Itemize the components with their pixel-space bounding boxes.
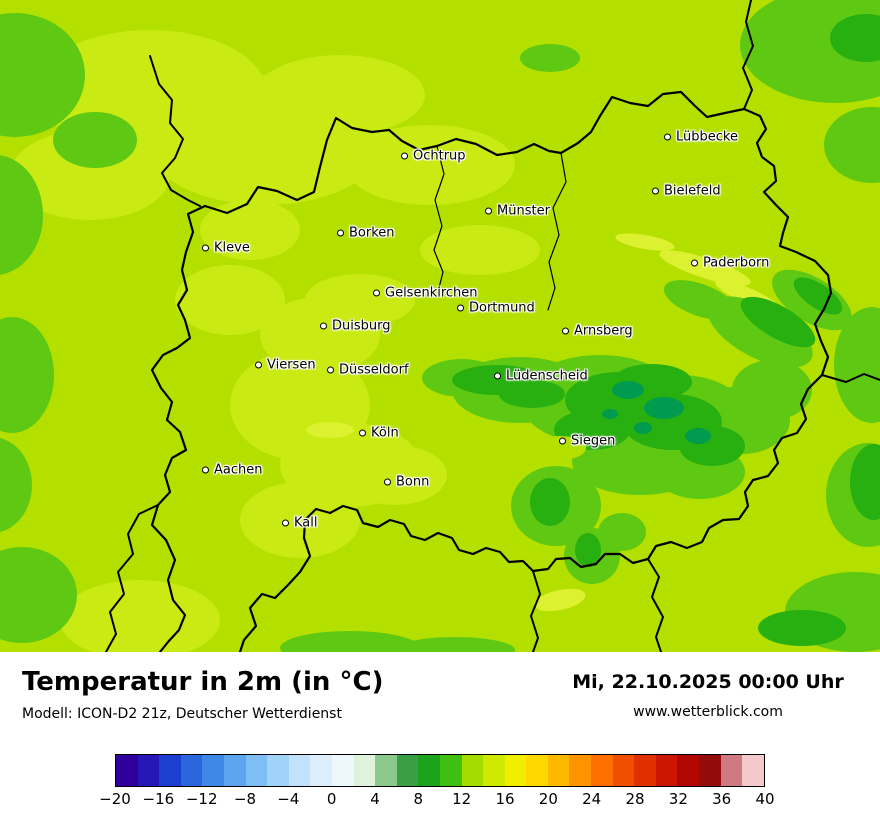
scale-color-segment: [677, 755, 700, 786]
scale-color-segment: [116, 755, 138, 786]
scale-tick-label: −8: [233, 790, 257, 808]
website-text: www.wetterblick.com: [633, 704, 783, 720]
scale-color-segment: [331, 755, 354, 786]
scale-color-segment: [267, 755, 289, 786]
scale-tick-label: 32: [668, 790, 688, 808]
scale-color-segment: [461, 755, 484, 786]
scale-segments: [115, 754, 765, 787]
scale-color-segment: [526, 755, 548, 786]
scale-tick-label: −20: [99, 790, 131, 808]
scale-tick-label: −16: [142, 790, 175, 808]
scale-color-segment: [439, 755, 462, 786]
scale-color-segment: [569, 755, 592, 786]
scale-tick-label: 12: [452, 790, 472, 808]
footer-header: Temperatur in 2m (in °C) Modell: ICON-D2…: [0, 652, 880, 722]
scale-color-segment: [353, 755, 376, 786]
scale-color-segment: [375, 755, 397, 786]
temperature-map: Lübbecke Ochtrup Bielefeld Münster Borken Kle…: [0, 0, 880, 652]
scale-color-segment: [245, 755, 268, 786]
scale-color-segment: [612, 755, 635, 786]
scale-color-segment: [288, 755, 311, 786]
scale-color-segment: [137, 755, 160, 786]
scale-color-segment: [223, 755, 246, 786]
state-borders: [105, 0, 880, 652]
scale-tick-label: 16: [495, 790, 515, 808]
forecast-datetime: Mi, 22.10.2025 00:00 Uhr: [572, 671, 844, 693]
map-highlight-streaks: [306, 233, 782, 612]
scale-color-segment: [742, 755, 764, 786]
scale-tick-label: 0: [326, 790, 337, 808]
scale-color-segment: [634, 755, 656, 786]
scale-tick-label: −12: [185, 790, 218, 808]
scale-tick-label: 28: [625, 790, 645, 808]
map-light-patches: [10, 30, 540, 652]
scale-color-segment: [547, 755, 570, 786]
temperature-scale: −20 −16 −12 −8 −4 0 4 8 12 16 20 24 28 32 36 40: [99, 754, 775, 814]
scale-tick-label: 36: [712, 790, 732, 808]
scale-color-segment: [180, 755, 203, 786]
scale-color-segment: [310, 755, 332, 786]
scale-color-segment: [655, 755, 678, 786]
footer-left: Temperatur in 2m (in °C) Modell: ICON-D2…: [22, 668, 558, 722]
map-title: Temperatur in 2m (in °C): [22, 667, 384, 697]
scale-tick-label: 8: [413, 790, 424, 808]
scale-color-segment: [720, 755, 743, 786]
footer-panel: Temperatur in 2m (in °C) Modell: ICON-D2…: [0, 652, 880, 830]
model-info: Modell: ICON-D2 21z, Deutscher Wetterdie…: [22, 705, 342, 722]
footer-right: Mi, 22.10.2025 00:00 Uhr www.wetterblick…: [558, 668, 858, 720]
temperature-map-svg: [0, 0, 880, 652]
scale-tick-label: 4: [370, 790, 380, 808]
scale-color-segment: [418, 755, 440, 786]
scale-tick-label: −4: [277, 790, 300, 808]
scale-color-segment: [202, 755, 224, 786]
scale-color-segment: [483, 755, 505, 786]
map-siegen-valley-patch: [534, 436, 586, 460]
scale-ticks: −20 −16 −12 −8 −4 0 4 8 12 16 20 24 28 32 36 40: [99, 790, 774, 814]
scale-color-segment: [504, 755, 527, 786]
scale-color-segment: [699, 755, 721, 786]
scale-tick-label: 20: [538, 790, 558, 808]
map-coldest-spots: [602, 381, 711, 444]
scale-tick-label: 40: [755, 790, 775, 808]
scale-color-segment: [159, 755, 181, 786]
scale-color-segment: [396, 755, 419, 786]
scale-tick-label: 24: [582, 790, 602, 808]
scale-color-segment: [591, 755, 613, 786]
